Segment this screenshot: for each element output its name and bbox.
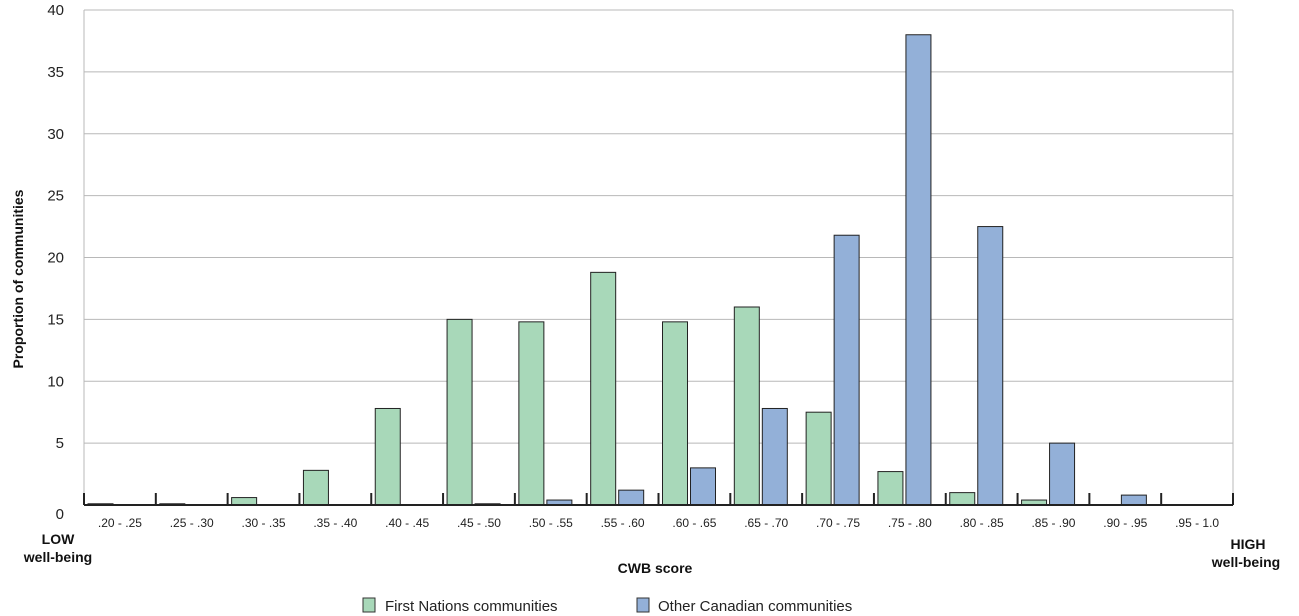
y-tick-label: 25	[47, 188, 64, 205]
bar-other-canadian-11	[905, 34, 932, 506]
bar-first-nations-6	[518, 321, 545, 506]
y-axis-title: Proportion of communities	[10, 189, 26, 368]
x-tick-label: .60 - .65	[672, 516, 716, 530]
x-tick-label: .50 - .55	[529, 516, 573, 530]
bar-first-nations-12	[949, 492, 976, 506]
bar-other-canadian-8	[690, 467, 716, 506]
x-tick-label: .90 - .95	[1103, 516, 1147, 530]
x-tick-label: .75 - .80	[888, 516, 932, 530]
low-label-line2: well-being	[23, 549, 92, 565]
legend-label-first-nations: First Nations communities	[385, 598, 558, 615]
y-tick-label: 35	[47, 64, 64, 81]
bar-first-nations-10	[805, 411, 832, 506]
high-label-line2: well-being	[1211, 554, 1280, 570]
legend-swatch-other-canadian	[636, 597, 650, 613]
legend: First Nations communities Other Canadian…	[362, 597, 852, 615]
x-tick-label: .70 - .75	[816, 516, 860, 530]
bar-other-canadian-14	[1120, 494, 1147, 506]
x-tick-label: .55 - .60	[601, 516, 645, 530]
y-tick-label: 20	[47, 250, 64, 267]
x-axis-title: CWB score	[618, 560, 693, 576]
x-tick-label: .65 - .70	[744, 516, 788, 530]
y-tick-label: 10	[47, 373, 64, 390]
x-tick-label: .85 - .90	[1031, 516, 1075, 530]
y-tick-label: 5	[56, 435, 64, 452]
y-tick-label: 15	[47, 311, 64, 328]
bar-group	[87, 34, 1147, 506]
bar-first-nations-4	[374, 407, 401, 506]
bar-other-canadian-13	[1049, 442, 1076, 506]
x-tick-label: .25 - .30	[170, 516, 214, 530]
x-tick-labels: .20 - .25 .25 - .30 .30 - .35 .35 - .40 .40 …	[98, 516, 1220, 530]
bar-first-nations-3	[302, 469, 329, 506]
y-tick-label: 0	[56, 506, 64, 523]
x-tick-label: .30 - .35	[242, 516, 286, 530]
bar-first-nations-11	[877, 471, 904, 506]
bar-first-nations-7	[590, 271, 617, 506]
x-tick-label: .20 - .25	[98, 516, 142, 530]
y-tick-label: 40	[47, 2, 64, 19]
low-label-line1: LOW	[42, 531, 75, 547]
y-tick-labels: 0 5 10 15 20 25 30 35 40	[47, 2, 64, 523]
bar-first-nations-5	[446, 318, 473, 506]
x-tick-label: .80 - .85	[960, 516, 1004, 530]
bar-other-canadian-9	[761, 407, 788, 506]
bar-other-canadian-12	[977, 226, 1004, 506]
legend-swatch-first-nations	[362, 597, 376, 613]
axes	[83, 10, 1234, 506]
x-tick-label: .95 - 1.0	[1175, 516, 1219, 530]
bar-other-canadian-7	[618, 489, 645, 506]
x-tick-label: .45 - .50	[457, 516, 501, 530]
bar-first-nations-8	[662, 321, 688, 506]
bar-first-nations-2	[231, 497, 258, 506]
y-tick-label: 30	[47, 126, 64, 143]
high-label-line1: HIGH	[1231, 536, 1266, 552]
bar-other-canadian-10	[833, 234, 860, 506]
x-tick-label: .35 - .40	[313, 516, 357, 530]
grid-lines	[84, 9, 1233, 444]
bar-first-nations-9	[733, 306, 760, 506]
x-tick-label: .40 - .45	[385, 516, 429, 530]
legend-label-other-canadian: Other Canadian communities	[658, 598, 852, 615]
